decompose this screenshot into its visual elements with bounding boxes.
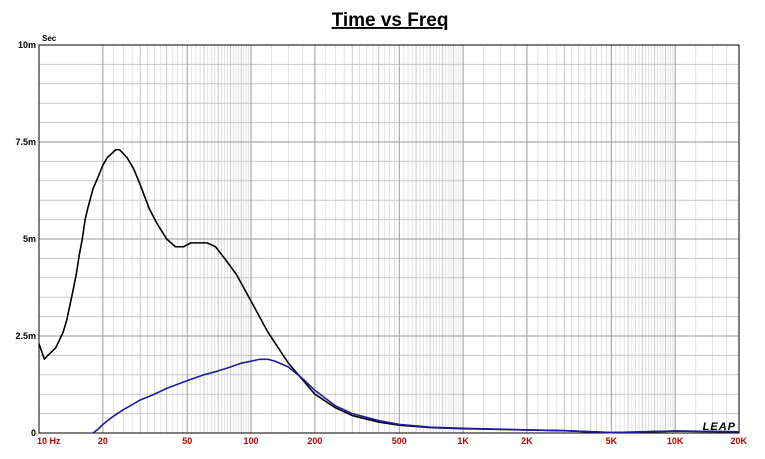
x-tick-label: 1K xyxy=(457,436,469,446)
x-tick-label: 2K xyxy=(521,436,533,446)
leap-watermark: LEAP xyxy=(703,421,736,433)
x-tick-label: 20 xyxy=(98,436,108,446)
x-tick-label: 500 xyxy=(392,436,407,446)
y-tick-label: 2.5m xyxy=(15,331,36,341)
series-line-1 xyxy=(39,150,739,433)
x-tick-label: 5K xyxy=(606,436,618,446)
x-tick-label: 10 Hz xyxy=(37,436,61,446)
x-tick-labels: 10 Hz 20 50 100 200 500 1K 2K 5K 10K 20K xyxy=(37,436,747,446)
y-axis-unit: Sec xyxy=(42,34,57,43)
y-tick-labels: 0 2.5m 5m 7.5m 10m xyxy=(15,40,36,438)
y-tick-label: 0 xyxy=(31,428,36,438)
y-tick-label: 10m xyxy=(18,40,36,50)
x-tick-label: 50 xyxy=(182,436,192,446)
chart-title: Time vs Freq xyxy=(332,10,449,31)
y-tick-label: 5m xyxy=(23,234,36,244)
x-tick-label: 200 xyxy=(307,436,322,446)
x-tick-label: 100 xyxy=(244,436,259,446)
x-tick-label: 20K xyxy=(730,436,747,446)
x-tick-label: 10K xyxy=(667,436,684,446)
y-tick-label: 7.5m xyxy=(15,137,36,147)
series-layer xyxy=(39,150,739,433)
